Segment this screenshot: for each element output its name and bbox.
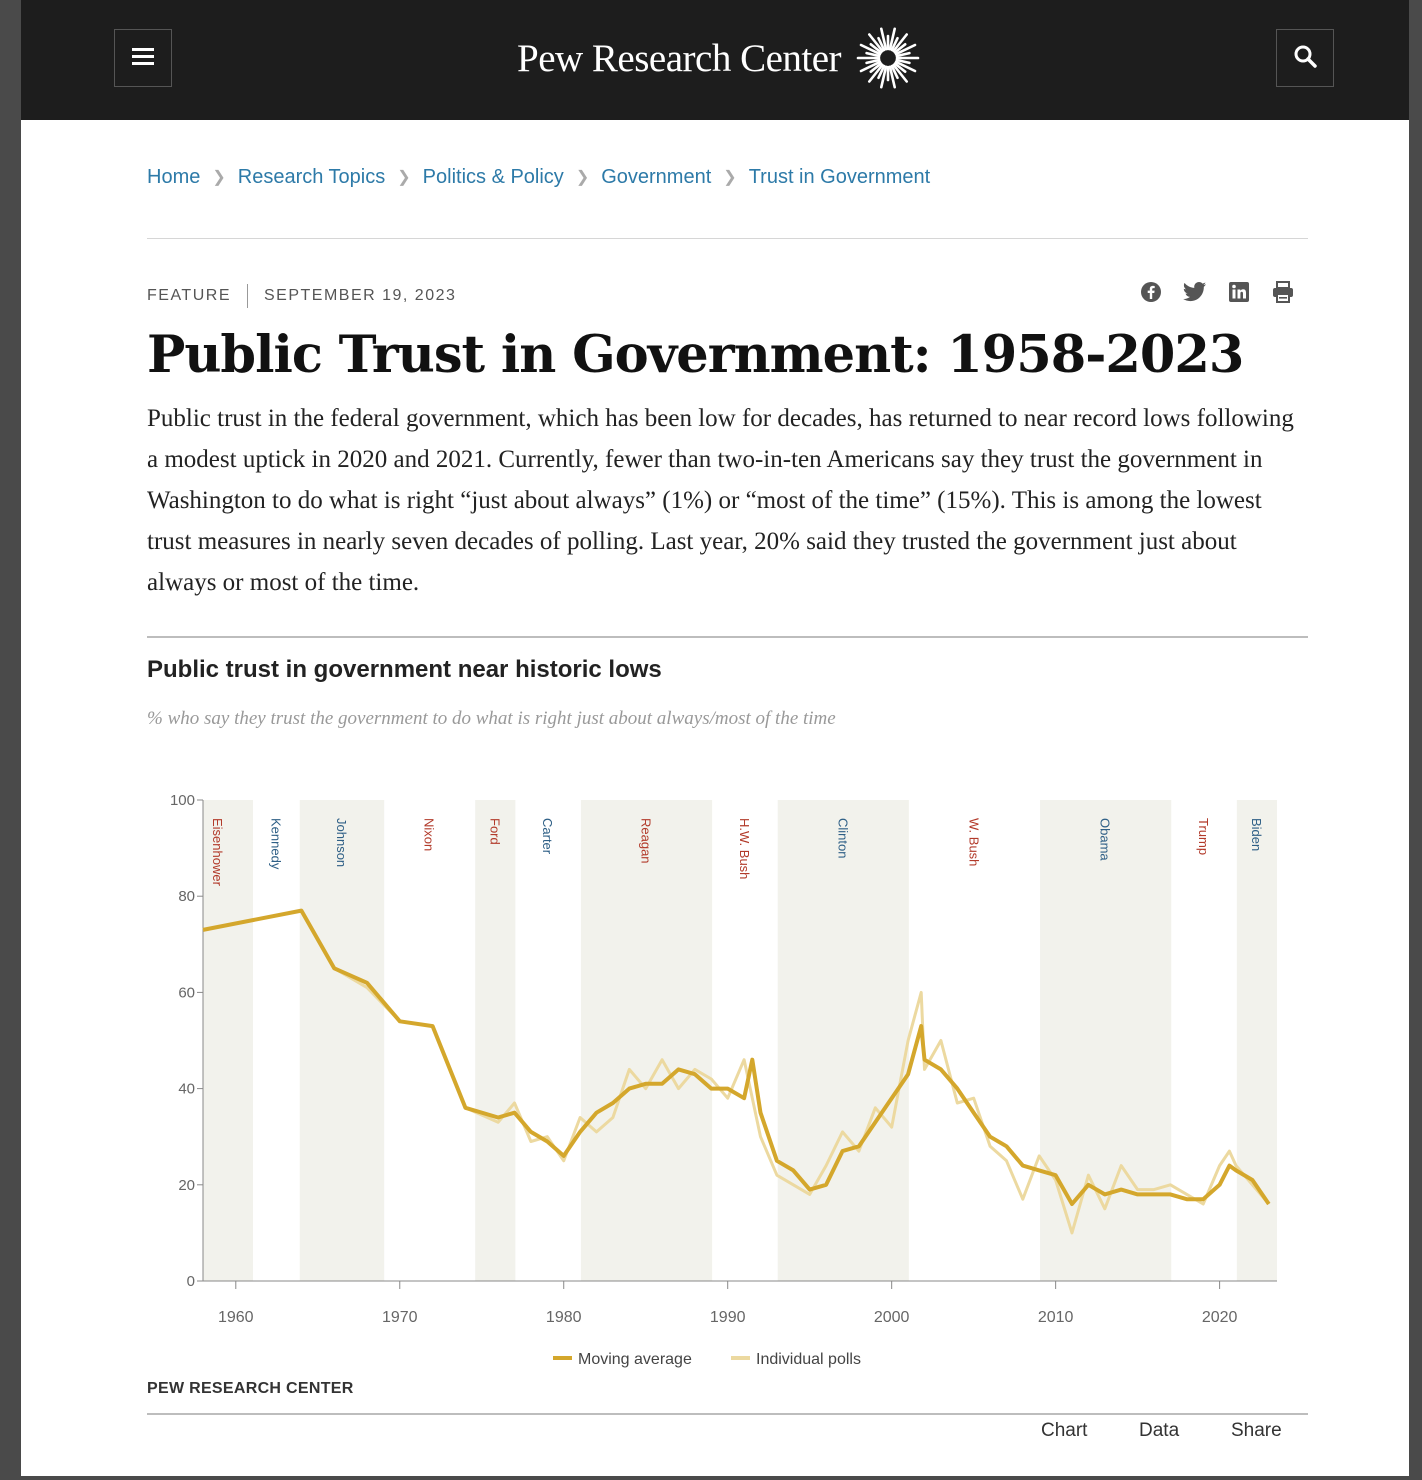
chart-subtitle: % who say they trust the government to d… — [147, 708, 836, 729]
president-term-band — [299, 800, 385, 1281]
x-tick-label: 2010 — [1038, 1309, 1074, 1326]
y-tick-label: 100 — [170, 792, 195, 809]
y-tick-label: 80 — [178, 888, 195, 905]
y-tick-label: 40 — [178, 1081, 195, 1098]
divider — [147, 238, 1308, 239]
president-term-band — [580, 800, 713, 1281]
president-label: Trump — [1196, 818, 1211, 855]
chart-top-rule — [147, 636, 1308, 638]
chart-source: PEW RESEARCH CENTER — [147, 1380, 354, 1397]
president-label: W. Bush — [966, 818, 981, 866]
share-icons — [1139, 280, 1295, 304]
legend-label-moving-average: Moving average — [578, 1351, 692, 1368]
tab-data[interactable]: Data — [1139, 1420, 1180, 1441]
trust-chart: Eisenhower Kennedy Johnson Nixon Ford Carter R… — [170, 792, 1277, 1368]
tab-share[interactable]: Share — [1231, 1420, 1282, 1441]
x-tick-label: 1980 — [546, 1309, 582, 1326]
president-term-band — [203, 800, 254, 1281]
menu-button[interactable] — [114, 29, 172, 87]
legend-label-individual-polls: Individual polls — [756, 1351, 861, 1368]
meta-separator — [246, 284, 248, 308]
x-tick-label: 2000 — [874, 1309, 910, 1326]
individual-polls-line — [202, 909, 1270, 1235]
chevron-right-icon: ❯ — [397, 169, 411, 186]
search-button[interactable] — [1276, 29, 1334, 87]
president-label: Clinton — [835, 818, 850, 858]
moving-average-line — [202, 908, 1271, 1206]
breadcrumb-trust-in-government[interactable]: Trust in Government — [748, 165, 931, 188]
search-icon — [1293, 44, 1317, 73]
president-label: Ford — [487, 818, 502, 845]
president-label: Carter — [540, 818, 555, 855]
article-meta: FEATURE SEPTEMBER 19, 2023 — [147, 284, 456, 308]
president-label: Eisenhower — [210, 818, 225, 887]
y-tick-label: 0 — [187, 1273, 195, 1290]
breadcrumb: Home ❯ Research Topics ❯ Politics & Poli… — [147, 163, 930, 191]
president-label: Johnson — [334, 818, 349, 867]
president-label: Obama — [1098, 818, 1113, 861]
chevron-right-icon: ❯ — [575, 169, 590, 186]
x-tick-label: 1960 — [218, 1309, 254, 1326]
breadcrumb-research-topics[interactable]: Research Topics — [237, 165, 386, 188]
x-tick-label: 2020 — [1202, 1309, 1238, 1326]
chevron-right-icon: ❯ — [212, 169, 226, 186]
president-label: Nixon — [422, 818, 437, 851]
president-term-band — [777, 800, 909, 1281]
chart-tabs: Chart Data Share — [1041, 1420, 1282, 1442]
president-label: H.W. Bush — [737, 818, 752, 879]
print-icon[interactable] — [1271, 280, 1295, 304]
linkedin-icon[interactable] — [1227, 280, 1251, 304]
chart-title: Public trust in government near historic… — [147, 656, 662, 683]
page: Pew Research Center Home ❯ Research Topi… — [21, 0, 1409, 1476]
sunburst-logo-icon — [856, 27, 920, 89]
breadcrumb-government[interactable]: Government — [601, 165, 712, 188]
president-label: Kennedy — [268, 818, 283, 870]
hamburger-icon — [132, 47, 154, 70]
chevron-right-icon: ❯ — [723, 169, 737, 186]
tab-chart[interactable]: Chart — [1041, 1420, 1088, 1441]
article-date: SEPTEMBER 19, 2023 — [263, 287, 457, 304]
x-tick-label: 1970 — [382, 1309, 418, 1326]
y-tick-label: 20 — [178, 1177, 195, 1194]
president-term-band — [475, 800, 516, 1281]
twitter-icon[interactable] — [1183, 280, 1207, 304]
x-tick-label: 1990 — [710, 1309, 746, 1326]
president-term-band — [1236, 800, 1277, 1281]
breadcrumb-politics-policy[interactable]: Politics & Policy — [422, 165, 564, 188]
brand-name: Pew Research Center — [517, 36, 842, 80]
page-title: Public Trust in Government: 1958-2023 — [147, 325, 1244, 385]
site-header: Pew Research Center — [21, 0, 1409, 120]
site-logo[interactable]: Pew Research Center — [517, 27, 921, 89]
breadcrumb-home[interactable]: Home — [147, 165, 201, 188]
article-type: FEATURE — [147, 287, 231, 304]
president-label: Biden — [1249, 818, 1264, 851]
president-label: Reagan — [639, 818, 654, 864]
article-intro: Public trust in the federal government, … — [147, 405, 1294, 596]
y-tick-label: 60 — [178, 984, 195, 1001]
chart-bottom-rule — [147, 1413, 1308, 1415]
facebook-icon[interactable] — [1139, 280, 1163, 304]
